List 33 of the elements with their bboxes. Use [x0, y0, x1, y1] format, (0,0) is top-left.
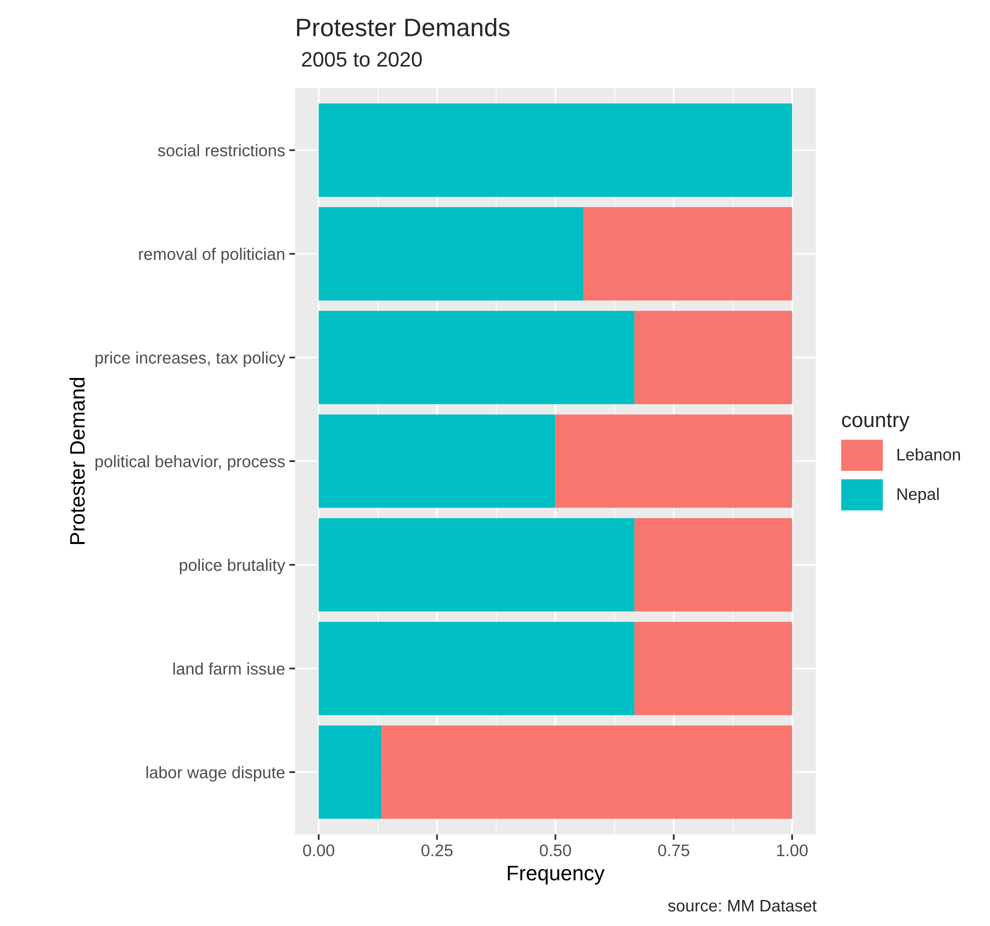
chart-subtitle: 2005 to 2020 [302, 52, 422, 67]
y-tick-label: price increases, tax policy [96, 351, 286, 367]
bar [318, 622, 634, 716]
bar [634, 518, 792, 612]
bar [584, 207, 792, 300]
bar [318, 310, 634, 404]
y-axis-title: Protester Demand [69, 378, 85, 544]
x-axis-title: Frequency [508, 866, 605, 885]
bar [318, 414, 556, 508]
legend-label: Nepal [898, 488, 939, 504]
bar [382, 725, 792, 819]
x-tick-label: 0.75 [658, 844, 690, 856]
y-tick-label: land farm issue [173, 662, 285, 675]
y-tick-label: police brutality [180, 558, 286, 574]
legend-label: Lebanon [898, 448, 960, 461]
source-note: source: MM Dataset [668, 900, 817, 912]
y-tick-label: social restrictions [158, 144, 285, 156]
legend-title: country [842, 414, 910, 432]
y-tick-label: political behavior, process [96, 455, 285, 471]
x-tick-label: 0.50 [540, 844, 571, 856]
chart-title: Protester Demands [297, 18, 510, 36]
bar [318, 518, 634, 612]
bar [318, 207, 584, 300]
bar [634, 622, 792, 716]
bar [318, 725, 382, 819]
bar [318, 104, 792, 197]
y-tick-label: removal of politician [139, 248, 284, 264]
x-tick-label: 0.00 [303, 844, 334, 856]
x-tick-label: 0.25 [421, 844, 453, 856]
bar [634, 310, 792, 404]
x-tick-label: 1.00 [777, 844, 808, 856]
bar [555, 414, 792, 508]
y-tick-label: labor wage dispute [146, 766, 285, 782]
